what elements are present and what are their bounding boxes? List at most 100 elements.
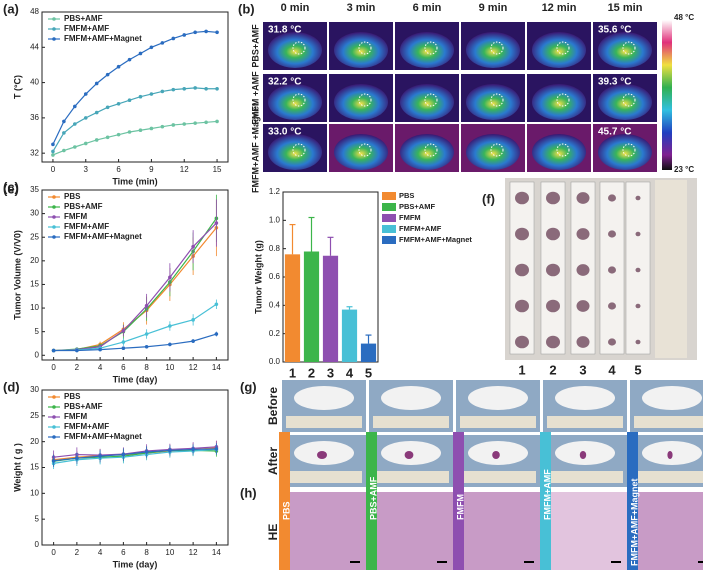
thermal-blob — [400, 84, 454, 120]
x-tick-label: 15 — [213, 165, 222, 174]
y-tick-label: 0.4 — [269, 300, 281, 309]
data-point — [105, 105, 110, 110]
legend-swatch — [382, 214, 396, 222]
data-point — [94, 138, 99, 142]
y-tick-label: 5 — [35, 514, 40, 523]
data-point — [144, 303, 149, 308]
data-point — [127, 57, 132, 62]
bar — [284, 254, 301, 362]
x-tick-label: 0 — [51, 363, 56, 372]
data-point — [214, 332, 219, 336]
legend-marker — [52, 235, 56, 239]
tumor — [515, 227, 529, 241]
data-point — [215, 119, 219, 124]
column-header: 12 min — [542, 2, 577, 14]
data-point — [138, 94, 143, 99]
legend-swatch — [382, 192, 396, 200]
thermal-blob — [466, 134, 520, 170]
group-label: FMFM — [455, 494, 465, 520]
thermal-blob — [268, 32, 322, 68]
tumor — [546, 299, 560, 313]
x-tick-label: 5 — [365, 365, 372, 380]
y-tick-label: 0.0 — [269, 357, 281, 366]
tumor — [317, 451, 327, 459]
data-point — [121, 346, 126, 350]
y-tick-label: 20 — [30, 256, 39, 265]
legend-marker — [52, 17, 56, 21]
y-tick-label: 1.2 — [269, 187, 281, 196]
ruler — [460, 471, 536, 483]
x-tick-label: 0 — [51, 548, 56, 557]
tumor — [515, 191, 529, 205]
data-point — [149, 126, 154, 131]
histology-image — [543, 492, 627, 570]
histology-image — [282, 492, 366, 570]
y-axis-label: Tumor Weight (g) — [253, 240, 263, 314]
tumor — [635, 339, 641, 345]
tumor — [576, 300, 590, 312]
data-point — [75, 348, 79, 353]
group-number: 1 — [518, 362, 525, 377]
data-point — [191, 244, 195, 249]
row-label: PBS+AMF — [250, 24, 260, 68]
data-point — [83, 92, 88, 96]
tumor — [515, 263, 529, 277]
histology-label: HE — [266, 524, 280, 541]
data-point — [73, 104, 77, 109]
thermal-blob — [466, 32, 520, 68]
tumor — [579, 451, 587, 459]
x-tick-label: 10 — [165, 548, 174, 557]
x-tick-label: 12 — [189, 548, 198, 557]
ruler — [373, 471, 449, 483]
data-point — [171, 123, 176, 127]
group-strip — [366, 432, 377, 570]
y-tick-label: 0.6 — [269, 272, 281, 281]
x-tick-label: 0 — [51, 165, 56, 174]
tumor — [576, 192, 590, 204]
tumor-outline — [358, 143, 372, 157]
scale-max: 48 °C — [674, 13, 694, 22]
histology-image — [630, 492, 703, 570]
series-line — [53, 333, 217, 352]
y-axis-label: T (°C) — [12, 75, 22, 99]
legend-label: FMFM+AMF — [399, 224, 442, 233]
data-point — [144, 344, 149, 349]
row-label: FMFM +AMF — [250, 71, 260, 125]
ruler — [286, 471, 362, 483]
ruler — [547, 416, 623, 428]
series-line — [53, 222, 217, 352]
group-label: PBS — [281, 501, 291, 520]
x-tick-label: 2 — [75, 548, 80, 557]
legend-swatch — [382, 225, 396, 233]
group-strip — [279, 432, 290, 570]
y-tick-label: 15 — [30, 463, 39, 472]
legend-marker — [52, 215, 56, 219]
ruler — [634, 471, 703, 483]
tumor — [576, 336, 590, 348]
tumor — [576, 228, 590, 240]
data-point — [51, 142, 55, 147]
x-tick-label: 6 — [116, 165, 121, 174]
tumor — [608, 194, 616, 202]
legend-label: FMFM — [399, 213, 421, 222]
panel-label: (d) — [3, 379, 20, 394]
data-point — [121, 340, 126, 344]
legend-label: FMFM — [64, 212, 87, 221]
data-point — [149, 45, 154, 50]
legend-marker — [52, 205, 56, 209]
x-axis-label: Time (day) — [113, 559, 158, 569]
thermal-blob — [532, 32, 586, 68]
bar — [322, 255, 339, 362]
thermal-blob — [400, 134, 454, 170]
thermal-blob — [268, 134, 322, 170]
legend-marker — [52, 27, 56, 31]
group-label: FMFM+AMF — [542, 469, 552, 520]
data-point — [191, 447, 195, 452]
data-point — [144, 332, 149, 336]
data-point — [51, 458, 56, 463]
column-header: 9 min — [479, 2, 508, 14]
ruler — [634, 416, 703, 428]
data-point — [94, 110, 99, 115]
y-tick-label: 0 — [35, 350, 40, 359]
